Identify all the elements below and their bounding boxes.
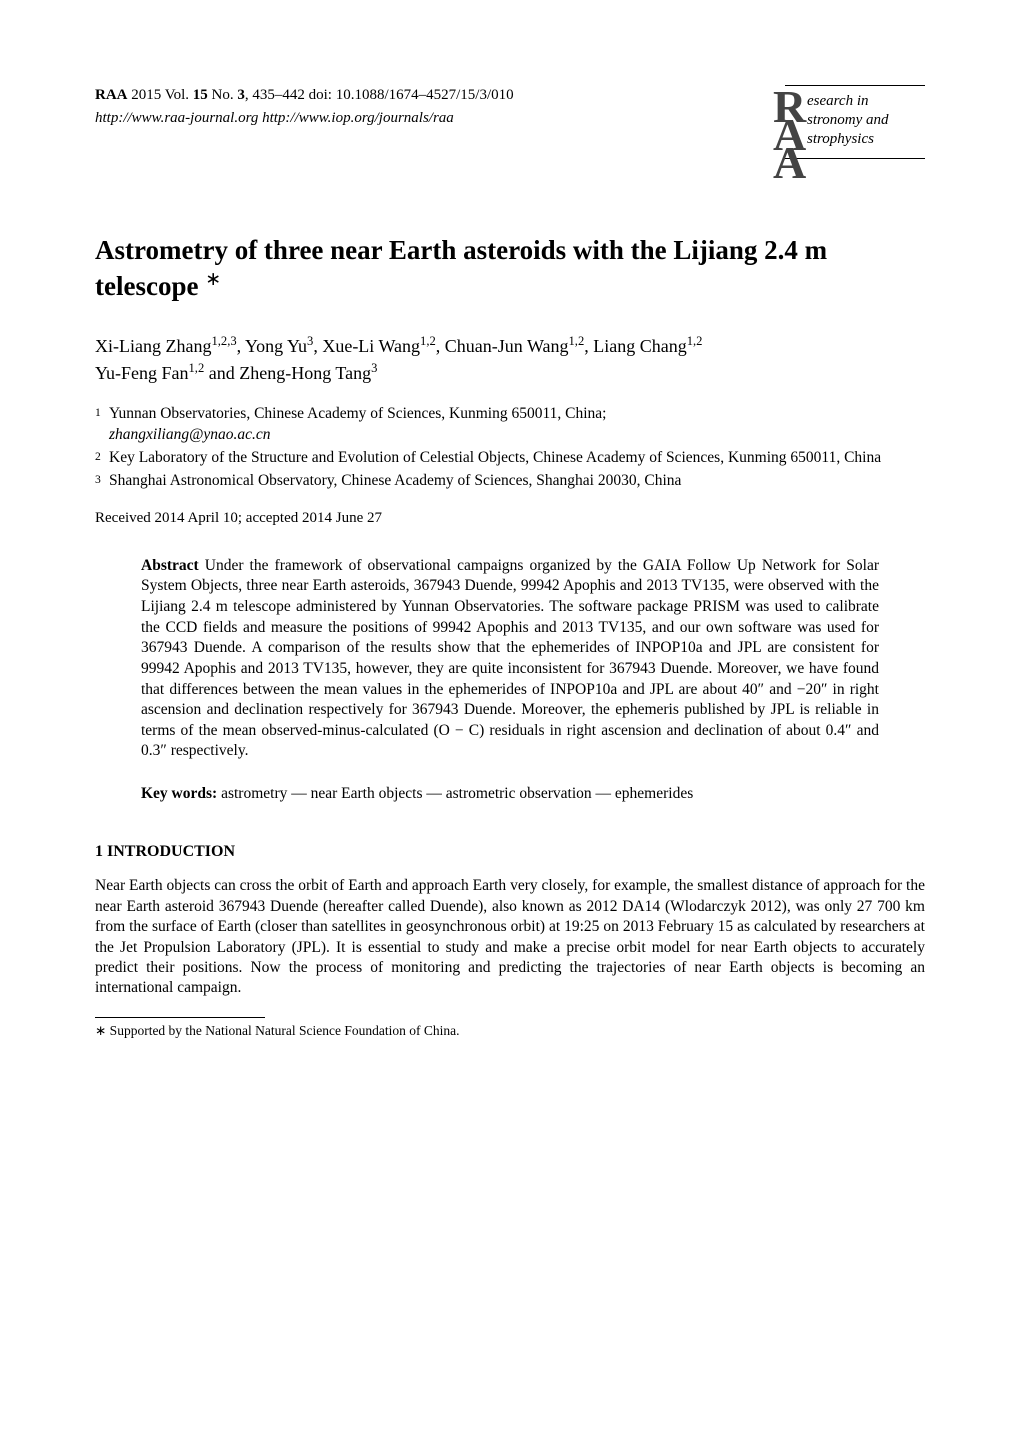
paper-title: Astrometry of three near Earth asteroids…: [95, 234, 925, 304]
intro-paragraph-1: Near Earth objects can cross the orbit o…: [95, 876, 925, 999]
keywords-label: Key words:: [141, 785, 217, 802]
author-1: Xi-Liang Zhang: [95, 336, 211, 356]
header-left-block: RAA 2015 Vol. 15 No. 3, 435–442 doi: 10.…: [95, 85, 514, 129]
corresponding-email: zhangxiliang@ynao.ac.cn: [109, 426, 270, 443]
logo-line-3: strophysics: [807, 130, 917, 149]
raa-logo-box: R A A esearch in stronomy and strophysic…: [785, 85, 925, 159]
abstract-label: Abstract: [141, 557, 199, 574]
logo-letter-a2: A: [773, 140, 806, 186]
journal-header: RAA 2015 Vol. 15 No. 3, 435–442 doi: 10.…: [95, 85, 925, 159]
affiliations-block: 1 Yunnan Observatories, Chinese Academy …: [95, 404, 925, 492]
abstract-block: Abstract Under the framework of observat…: [141, 556, 879, 762]
authors-block: Xi-Liang Zhang1,2,3, Yong Yu3, Xue-Li Wa…: [95, 332, 925, 386]
raa-abbrev: RAA: [95, 87, 128, 103]
journal-urls: http://www.raa-journal.org http://www.io…: [95, 108, 514, 129]
affiliation-3: 3 Shanghai Astronomical Observatory, Chi…: [95, 471, 925, 492]
affiliation-2: 2 Key Laboratory of the Structure and Ev…: [95, 448, 925, 469]
footnote-rule: [95, 1017, 265, 1018]
keywords-text: astrometry — near Earth objects — astrom…: [217, 785, 693, 802]
section-1-heading: 1 INTRODUCTION: [95, 841, 925, 863]
author-6: Yu-Feng Fan: [95, 363, 189, 383]
abstract-text: Under the framework of observational cam…: [141, 557, 879, 759]
keywords-block: Key words: astrometry — near Earth objec…: [141, 784, 879, 805]
raa-citation-line: RAA 2015 Vol. 15 No. 3, 435–442 doi: 10.…: [95, 85, 514, 106]
logo-line-2: stronomy and: [807, 111, 917, 130]
raa-logo: R A A esearch in stronomy and strophysic…: [785, 85, 925, 159]
logo-line-1: esearch in: [807, 92, 917, 111]
funding-footnote: ∗ Supported by the National Natural Scie…: [95, 1022, 925, 1040]
received-accepted-dates: Received 2014 April 10; accepted 2014 Ju…: [95, 508, 925, 528]
title-footnote-marker: ∗: [205, 269, 221, 290]
affiliation-1: 1 Yunnan Observatories, Chinese Academy …: [95, 404, 925, 446]
